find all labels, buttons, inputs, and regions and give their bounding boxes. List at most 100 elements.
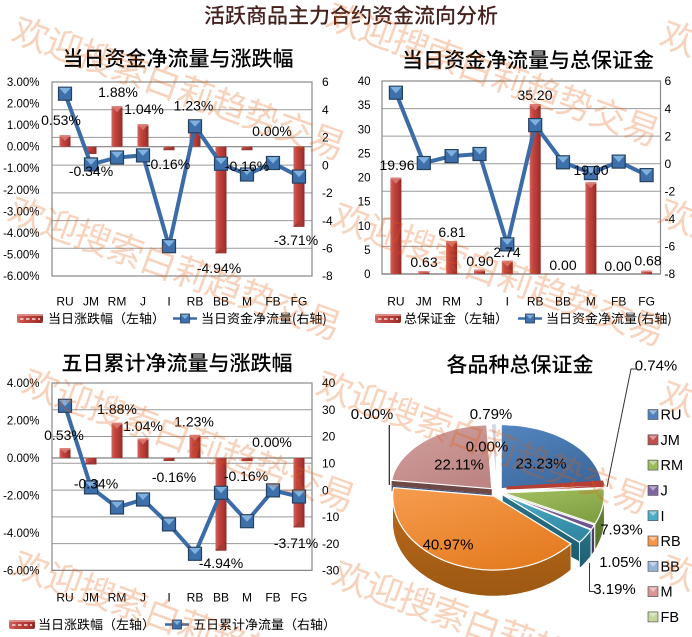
svg-text:-5.00%: -5.00% bbox=[3, 249, 39, 261]
svg-text:-6: -6 bbox=[322, 241, 333, 255]
svg-text:0.00%: 0.00% bbox=[7, 142, 40, 154]
svg-text:-1.00%: -1.00% bbox=[3, 163, 39, 175]
svg-text:-0.16%: -0.16% bbox=[225, 158, 269, 174]
svg-text:-10: -10 bbox=[322, 510, 340, 524]
svg-text:6: 6 bbox=[322, 75, 329, 89]
svg-text:4: 4 bbox=[322, 103, 329, 117]
svg-text:BB: BB bbox=[213, 591, 229, 605]
svg-text:22.11%: 22.11% bbox=[434, 456, 484, 473]
svg-text:7.93%: 7.93% bbox=[600, 521, 643, 538]
svg-text:J: J bbox=[476, 295, 482, 309]
svg-text:M: M bbox=[586, 295, 596, 309]
svg-text:-6.00%: -6.00% bbox=[3, 271, 39, 283]
svg-text:J: J bbox=[140, 295, 146, 309]
svg-text:6.81: 6.81 bbox=[438, 224, 465, 240]
svg-text:40.97%: 40.97% bbox=[423, 536, 474, 553]
svg-text:30: 30 bbox=[358, 124, 371, 136]
svg-text:-4: -4 bbox=[322, 214, 333, 228]
svg-text:FB: FB bbox=[661, 610, 680, 626]
svg-text:0.53%: 0.53% bbox=[41, 112, 81, 128]
svg-text:2: 2 bbox=[665, 129, 672, 143]
svg-text:-4.00%: -4.00% bbox=[3, 228, 39, 240]
svg-text:-4.00%: -4.00% bbox=[3, 528, 39, 540]
svg-text:I: I bbox=[506, 295, 509, 309]
svg-text:2.74: 2.74 bbox=[493, 244, 520, 260]
svg-text:0.79%: 0.79% bbox=[470, 406, 513, 423]
svg-text:-8: -8 bbox=[322, 269, 333, 283]
svg-text:JM: JM bbox=[83, 295, 99, 309]
svg-text:6: 6 bbox=[665, 74, 672, 88]
svg-text:1.05%: 1.05% bbox=[599, 554, 642, 571]
svg-text:0.00%: 0.00% bbox=[7, 453, 40, 465]
svg-text:-0.34%: -0.34% bbox=[69, 163, 113, 179]
svg-text:-4.94%: -4.94% bbox=[199, 555, 243, 571]
svg-text:-3.71%: -3.71% bbox=[274, 535, 318, 551]
svg-text:0.00: 0.00 bbox=[549, 257, 576, 273]
svg-text:35: 35 bbox=[358, 100, 371, 112]
svg-text:M: M bbox=[242, 295, 252, 309]
svg-text:1.00%: 1.00% bbox=[7, 120, 40, 132]
svg-text:-0.34%: -0.34% bbox=[74, 475, 118, 491]
svg-text:RU: RU bbox=[56, 295, 73, 309]
svg-text:30: 30 bbox=[322, 403, 336, 417]
svg-text:I: I bbox=[167, 591, 170, 605]
svg-text:0: 0 bbox=[364, 269, 370, 281]
svg-text:1.04%: 1.04% bbox=[124, 101, 164, 117]
svg-text:J: J bbox=[661, 483, 668, 499]
svg-text:35.20: 35.20 bbox=[517, 87, 552, 103]
svg-text:10: 10 bbox=[358, 221, 371, 233]
svg-text:-3.71%: -3.71% bbox=[274, 232, 318, 248]
svg-text:25: 25 bbox=[358, 148, 371, 160]
svg-text:RM: RM bbox=[442, 295, 461, 309]
svg-text:-6: -6 bbox=[665, 240, 676, 254]
svg-text:J: J bbox=[140, 591, 146, 605]
svg-text:-2: -2 bbox=[665, 184, 676, 198]
svg-text:RB: RB bbox=[187, 295, 204, 309]
svg-text:-2: -2 bbox=[322, 186, 333, 200]
svg-text:-2.00%: -2.00% bbox=[3, 185, 39, 197]
svg-text:0.53%: 0.53% bbox=[44, 427, 84, 443]
svg-text:0.00%: 0.00% bbox=[252, 123, 292, 139]
svg-text:15: 15 bbox=[358, 197, 371, 209]
svg-text:RM: RM bbox=[108, 295, 127, 309]
svg-text:10: 10 bbox=[322, 457, 336, 471]
svg-text:I: I bbox=[167, 295, 170, 309]
svg-text:FB: FB bbox=[265, 591, 280, 605]
svg-text:-4.94%: -4.94% bbox=[197, 260, 241, 276]
svg-text:RB: RB bbox=[661, 534, 681, 550]
svg-text:M: M bbox=[242, 591, 252, 605]
svg-text:1.23%: 1.23% bbox=[174, 413, 214, 429]
svg-text:19.96: 19.96 bbox=[379, 157, 414, 173]
svg-text:M: M bbox=[661, 585, 673, 601]
svg-text:0.00%: 0.00% bbox=[252, 434, 292, 450]
svg-text:0.00: 0.00 bbox=[604, 258, 631, 274]
svg-text:-30: -30 bbox=[322, 564, 340, 578]
svg-text:RB: RB bbox=[187, 591, 204, 605]
svg-text:JM: JM bbox=[416, 295, 432, 309]
svg-text:2.00%: 2.00% bbox=[7, 99, 40, 111]
svg-text:1.88%: 1.88% bbox=[98, 84, 138, 100]
svg-text:0: 0 bbox=[322, 483, 329, 497]
svg-text:0.68: 0.68 bbox=[634, 252, 661, 268]
svg-text:FG: FG bbox=[638, 295, 655, 309]
svg-text:-2.00%: -2.00% bbox=[3, 490, 39, 502]
svg-text:3.00%: 3.00% bbox=[7, 77, 40, 89]
svg-text:3.19%: 3.19% bbox=[593, 581, 636, 598]
svg-text:1.04%: 1.04% bbox=[123, 418, 163, 434]
svg-text:19.00: 19.00 bbox=[573, 162, 608, 178]
svg-text:-20: -20 bbox=[322, 537, 340, 551]
svg-text:2.00%: 2.00% bbox=[7, 416, 40, 428]
svg-text:RU: RU bbox=[661, 408, 682, 424]
svg-text:4: 4 bbox=[665, 102, 672, 116]
svg-text:5: 5 bbox=[364, 245, 370, 257]
svg-text:0.74%: 0.74% bbox=[635, 357, 678, 374]
svg-text:RM: RM bbox=[661, 458, 684, 474]
svg-text:-8: -8 bbox=[665, 267, 676, 281]
svg-text:0: 0 bbox=[665, 157, 672, 171]
svg-text:0: 0 bbox=[322, 158, 329, 172]
svg-text:0.00%: 0.00% bbox=[351, 406, 394, 423]
svg-text:-0.16%: -0.16% bbox=[146, 156, 190, 172]
svg-text:I: I bbox=[661, 509, 665, 525]
svg-text:20: 20 bbox=[322, 430, 336, 444]
svg-text:RU: RU bbox=[387, 295, 404, 309]
